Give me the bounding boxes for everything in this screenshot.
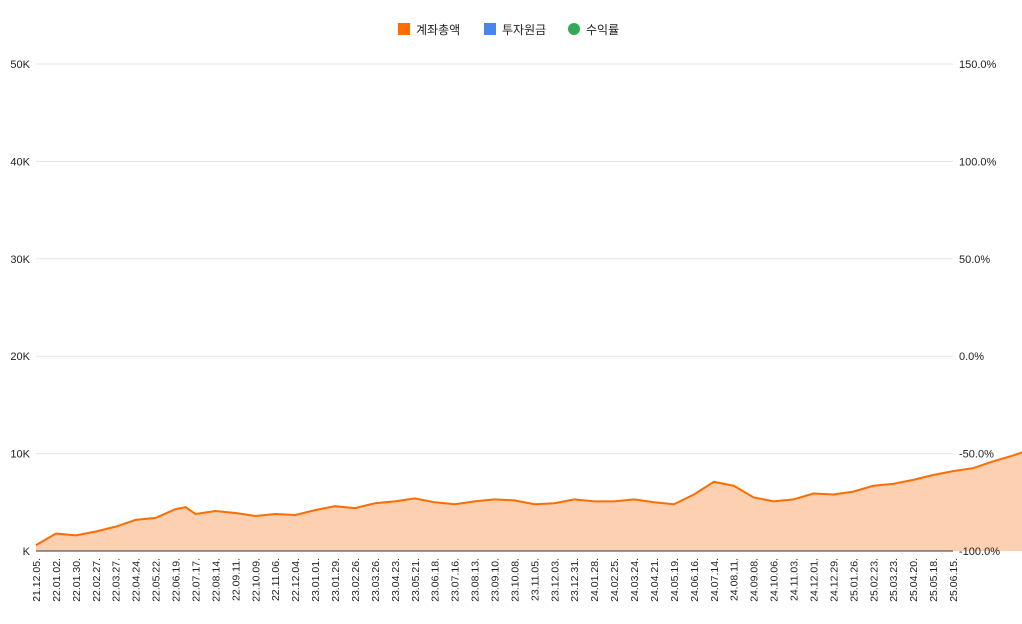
x-axis-tick-label: 24.09.08.: [749, 558, 761, 602]
x-axis-tick-label: 24.03.24.: [629, 558, 641, 602]
left-axis-tick-label: 10K: [10, 449, 30, 461]
legend-item-rate[interactable]: 수익률: [568, 23, 619, 37]
x-axis-tick-label: 23.02.26.: [350, 558, 362, 602]
x-axis-tick-label: 24.12.01.: [808, 558, 820, 602]
legend-label-rate: 수익률: [586, 23, 619, 37]
x-axis-tick-label: 24.11.03.: [789, 558, 801, 601]
right-axis-tick-label: -100.0%: [959, 546, 1000, 558]
x-axis-tick-label: 25.02.23.: [868, 558, 880, 602]
x-axis-tick-label: 24.08.11.: [729, 558, 741, 601]
x-axis-tick-label: 25.03.23.: [888, 558, 900, 602]
x-axis-tick-label: 24.05.19.: [669, 558, 681, 602]
x-axis-tick-label: 22.08.14.: [210, 558, 222, 602]
x-axis-tick-label: 22.01.02.: [51, 558, 63, 602]
x-axis-tick-label: 22.12.04.: [290, 558, 302, 602]
x-axis-tick-label: 25.06.15.: [948, 558, 960, 602]
x-axis-tick-label: 22.07.17.: [190, 558, 202, 602]
x-axis-tick-label: 23.08.13.: [470, 558, 482, 602]
left-axis-tick-label: 40K: [10, 156, 30, 168]
x-axis-tick-label: 24.06.16.: [689, 558, 701, 602]
x-axis-tick-label: 22.05.22.: [151, 558, 163, 602]
legend-swatch-total: [398, 23, 410, 35]
x-axis-tick-label: 24.01.28.: [589, 558, 601, 602]
x-axis-tick-label: 23.11.05.: [529, 558, 541, 601]
x-axis-tick-label: 23.07.16.: [450, 558, 462, 602]
x-axis-tick-label: 23.06.18.: [430, 558, 442, 602]
x-axis-tick-label: 22.03.27.: [111, 558, 123, 602]
x-axis-tick-label: 25.04.20.: [908, 558, 920, 602]
x-axis-tick-label: 22.01.30.: [71, 558, 83, 602]
left-axis-tick-label: 30K: [10, 254, 30, 266]
x-axis-tick-label: 24.12.29.: [828, 558, 840, 602]
x-axis-tick-label: 21.12.05.: [31, 558, 43, 602]
x-axis-tick-label: 25.05.18.: [928, 558, 940, 602]
x-axis-tick-label: 22.06.19.: [171, 558, 183, 602]
x-axis-tick-label: 23.12.03.: [549, 558, 561, 602]
legend: 계좌총액 투자원금 수익률: [398, 23, 619, 37]
x-axis-tick-label: 25.01.26.: [848, 558, 860, 602]
x-axis-tick-label: 23.05.21.: [410, 558, 422, 602]
left-axis-tick-label: 20K: [10, 351, 30, 363]
x-axis-tick-label: 24.02.25.: [609, 558, 621, 602]
x-axis-tick-label: 24.10.06.: [769, 558, 781, 602]
legend-swatch-principal: [484, 23, 496, 35]
right-axis-tick-label: -50.0%: [959, 449, 994, 461]
x-axis-tick-label: 23.09.10.: [490, 558, 502, 602]
x-axis-tick-label: 22.11.06.: [270, 558, 282, 601]
line-0: [35, 451, 1022, 547]
x-axis-tick-label: 24.07.14.: [709, 558, 721, 602]
x-axis-tick-label: 24.04.21.: [649, 558, 661, 602]
left-axis-tick-label: K: [23, 546, 31, 558]
x-axis-tick-label: 23.04.23.: [390, 558, 402, 602]
area-0: [36, 452, 1022, 551]
legend-label-total: 계좌총액: [416, 23, 460, 37]
right-axis-tick-label: 0.0%: [959, 351, 984, 363]
x-axis-tick-label: 23.10.08.: [509, 558, 521, 602]
legend-item-principal[interactable]: 투자원금: [484, 23, 546, 37]
x-axis-tick-label: 23.12.31.: [569, 558, 581, 602]
right-axis-tick-label: 150.0%: [959, 59, 997, 71]
legend-label-principal: 투자원금: [502, 23, 546, 37]
right-axis-tick-label: 100.0%: [959, 156, 997, 168]
x-axis-tick-label: 22.10.09.: [250, 558, 262, 602]
x-axis-tick-label: 23.03.26.: [370, 558, 382, 602]
legend-swatch-rate: [568, 23, 580, 35]
plot-area: [35, 451, 1022, 551]
axes: K 10K 20K 30K 40K 50K -100.0% -50.0% 0.0% 50.0% 10…: [10, 59, 1000, 602]
x-axis-tick-label: 23.01.29.: [330, 558, 342, 602]
legend-item-total[interactable]: 계좌총액: [398, 23, 460, 37]
x-axis-tick-label: 22.02.27.: [91, 558, 103, 602]
x-axis-tick-label: 22.09.11.: [230, 558, 242, 601]
x-axis-tick-label: 22.04.24.: [131, 558, 143, 602]
left-axis-tick-label: 50K: [10, 59, 30, 71]
right-axis-tick-label: 50.0%: [959, 254, 990, 266]
x-axis-tick-label: 23.01.01.: [310, 558, 322, 602]
